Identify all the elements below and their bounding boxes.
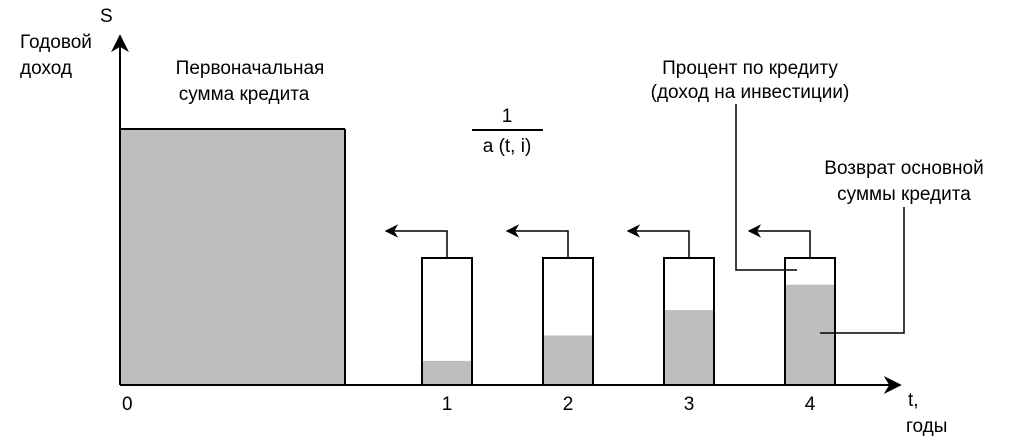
principal-fill-4 — [785, 284, 835, 385]
initial-loan-block — [120, 129, 345, 385]
year-tick-label-3: 3 — [684, 394, 695, 415]
principal-fill-2 — [543, 335, 593, 385]
discount-arrow-3 — [626, 224, 690, 258]
year-tick-label-2: 2 — [563, 394, 574, 415]
origin-label: 0 — [122, 394, 133, 415]
y-axis-label-line1: Годовой — [20, 32, 92, 53]
initial-amount-label-line2: сумма кредита — [179, 84, 310, 105]
year-tick-label-1: 1 — [442, 394, 453, 415]
discount-arrow-1 — [384, 224, 448, 258]
discount-arrow-2 — [505, 224, 569, 258]
initial-amount-label-line1: Первоначальная — [176, 58, 325, 79]
principal-label-line2: суммы кредита — [837, 184, 971, 205]
payments-group: 1 2 3 4 — [384, 224, 836, 415]
x-axis-unit: годы — [906, 416, 947, 437]
principal-fill-3 — [664, 310, 714, 385]
interest-label-line2: (доход на инвестиции) — [651, 82, 850, 103]
discount-arrow-4 — [747, 224, 811, 258]
y-axis-label-line2: доход — [20, 58, 72, 79]
principal-leader-line — [820, 207, 905, 334]
principal-fill-1 — [422, 360, 472, 385]
year-tick-label-4: 4 — [805, 394, 816, 415]
fraction-numerator: 1 — [502, 106, 513, 127]
y-axis-symbol: S — [100, 6, 113, 27]
x-axis-symbol: t, — [908, 390, 919, 411]
interest-leader-line — [735, 104, 797, 271]
interest-label-line1: Процент по кредиту — [662, 58, 838, 79]
principal-label-line1: Возврат основной — [824, 158, 983, 179]
fraction-denominator: a (t, i) — [483, 136, 532, 157]
